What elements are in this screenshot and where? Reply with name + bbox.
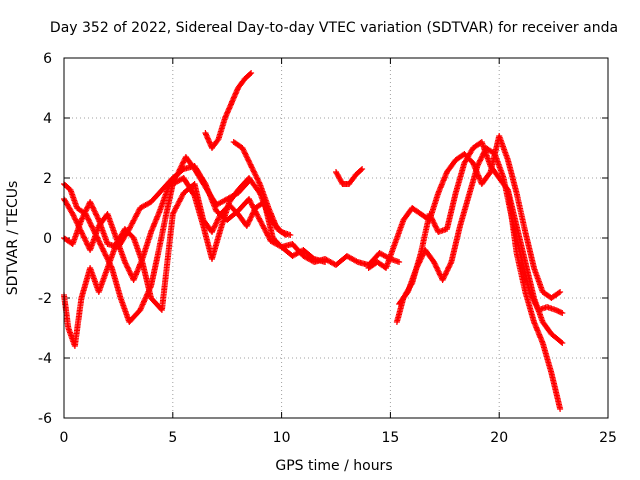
y-tick-label: -2 (38, 291, 52, 307)
x-axis-label: GPS time / hours (275, 458, 392, 474)
series-markers (333, 166, 366, 187)
x-tick-label: 25 (599, 430, 617, 446)
y-tick-label: -4 (38, 351, 52, 367)
series-markers (504, 187, 566, 346)
y-tick-label: 2 (43, 171, 52, 187)
y-tick-label: 6 (43, 51, 52, 67)
series-track-2 (61, 175, 294, 325)
series-markers (61, 175, 294, 325)
grid-lines (64, 58, 608, 418)
series-track-5 (202, 70, 255, 151)
chart-title: Day 352 of 2022, Sidereal Day-to-day VTE… (50, 20, 618, 36)
y-tick-label: -6 (38, 411, 52, 427)
data-series (61, 70, 566, 412)
x-tick-label: 20 (490, 430, 508, 446)
series-markers (202, 70, 255, 151)
series-track-7 (333, 166, 366, 187)
y-tick-label: 4 (43, 111, 52, 127)
y-tick-labels: -6 -4 -2 0 2 4 6 (38, 51, 52, 427)
series-track-10 (365, 133, 564, 301)
x-tick-label: 5 (168, 430, 177, 446)
series-markers (365, 133, 564, 301)
series-track-6 (230, 139, 289, 238)
series-markers (230, 139, 289, 238)
plot-frame (63, 57, 609, 419)
x-tick-label: 15 (381, 430, 399, 446)
y-tick-label: 0 (43, 231, 52, 247)
x-tick-label: 10 (273, 430, 291, 446)
y-axis-label: SDTVAR / TECUs (5, 181, 21, 296)
series-track-11 (504, 187, 566, 346)
x-tick-label: 0 (60, 430, 69, 446)
x-tick-labels: 0 5 10 15 20 25 (60, 430, 617, 446)
